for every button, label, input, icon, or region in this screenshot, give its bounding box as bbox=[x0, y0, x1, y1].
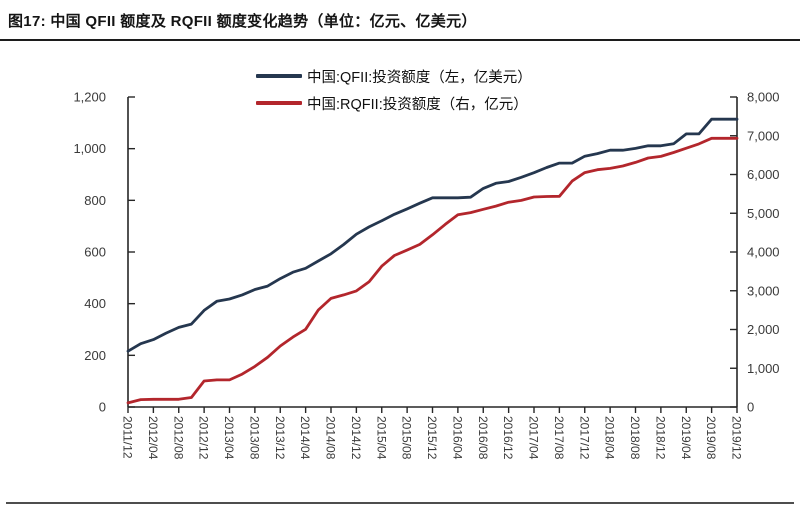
svg-text:2019/08: 2019/08 bbox=[704, 416, 718, 460]
right-axis-labels: 8,000 7,000 6,000 5,000 4,000 3,000 2,000 1,000… bbox=[730, 90, 780, 415]
svg-text:2018/12: 2018/12 bbox=[653, 416, 667, 460]
rqfii-legend-label: 中国:RQFII:投资额度（右，亿元） bbox=[307, 96, 528, 113]
svg-text:400: 400 bbox=[84, 296, 106, 311]
svg-text:2013/08: 2013/08 bbox=[247, 416, 261, 460]
svg-text:5,000: 5,000 bbox=[747, 206, 780, 221]
svg-text:2013/04: 2013/04 bbox=[222, 416, 236, 460]
axes bbox=[127, 97, 738, 408]
svg-text:2012/04: 2012/04 bbox=[146, 416, 160, 460]
rqfii-line-swatch bbox=[256, 101, 302, 105]
svg-text:600: 600 bbox=[84, 245, 106, 260]
figure-title: 图17: 中国 QFII 额度及 RQFII 额度变化趋势（单位：亿元、亿美元） bbox=[8, 13, 477, 30]
qfii-line-swatch bbox=[256, 74, 302, 78]
svg-text:0: 0 bbox=[99, 400, 106, 415]
svg-text:800: 800 bbox=[84, 193, 106, 208]
qfii-legend-label: 中国:QFII:投资额度（左，亿美元） bbox=[307, 69, 532, 86]
svg-text:2016/04: 2016/04 bbox=[450, 416, 464, 460]
footer-divider bbox=[6, 502, 794, 504]
svg-text:2016/12: 2016/12 bbox=[501, 416, 515, 460]
svg-text:1,000: 1,000 bbox=[73, 141, 106, 156]
svg-text:2015/12: 2015/12 bbox=[425, 416, 439, 460]
svg-text:2014/08: 2014/08 bbox=[324, 416, 338, 460]
svg-text:3,000: 3,000 bbox=[747, 283, 780, 298]
line-chart: 1,200 1,000 800 600 400 200 0 8,000 7,000 6,000 5,… bbox=[73, 90, 780, 460]
series-line-rqfii bbox=[126, 136, 739, 405]
svg-text:1,000: 1,000 bbox=[747, 361, 780, 376]
svg-text:2013/12: 2013/12 bbox=[273, 416, 287, 460]
svg-text:2015/04: 2015/04 bbox=[374, 416, 388, 460]
left-axis-labels: 1,200 1,000 800 600 400 200 0 bbox=[73, 90, 135, 415]
svg-text:2016/08: 2016/08 bbox=[476, 416, 490, 460]
svg-text:1,200: 1,200 bbox=[73, 90, 106, 105]
svg-text:2011/12: 2011/12 bbox=[121, 416, 135, 459]
svg-text:2,000: 2,000 bbox=[747, 322, 780, 337]
svg-text:2017/12: 2017/12 bbox=[577, 416, 591, 460]
svg-text:2017/08: 2017/08 bbox=[552, 416, 566, 460]
svg-text:2014/04: 2014/04 bbox=[298, 416, 312, 460]
svg-text:2018/08: 2018/08 bbox=[628, 416, 642, 460]
svg-text:2015/08: 2015/08 bbox=[400, 416, 414, 460]
title-divider bbox=[0, 39, 800, 41]
legend-item-rqfii: 中国:RQFII:投资额度（右，亿元） bbox=[256, 93, 532, 113]
svg-text:4,000: 4,000 bbox=[747, 245, 780, 260]
svg-text:2017/04: 2017/04 bbox=[527, 416, 541, 460]
svg-text:8,000: 8,000 bbox=[747, 90, 780, 105]
svg-text:200: 200 bbox=[84, 348, 106, 363]
chart-legend: 中国:QFII:投资额度（左，亿美元） 中国:RQFII:投资额度（右，亿元） bbox=[256, 66, 532, 113]
svg-text:7,000: 7,000 bbox=[747, 128, 780, 143]
svg-text:2019/04: 2019/04 bbox=[679, 416, 693, 460]
svg-text:2012/08: 2012/08 bbox=[171, 416, 185, 460]
svg-text:2012/12: 2012/12 bbox=[197, 416, 211, 460]
legend-item-qfii: 中国:QFII:投资额度（左，亿美元） bbox=[256, 66, 532, 86]
svg-text:0: 0 bbox=[747, 400, 754, 415]
series-line-qfii bbox=[126, 117, 739, 353]
x-axis-labels: 2011/12 2012/04 2012/08 2012/12 2013/04 2013/… bbox=[121, 407, 744, 460]
svg-text:2018/04: 2018/04 bbox=[603, 416, 617, 460]
svg-text:2019/12: 2019/12 bbox=[730, 416, 744, 460]
svg-text:6,000: 6,000 bbox=[747, 167, 780, 182]
svg-text:2014/12: 2014/12 bbox=[349, 416, 363, 460]
